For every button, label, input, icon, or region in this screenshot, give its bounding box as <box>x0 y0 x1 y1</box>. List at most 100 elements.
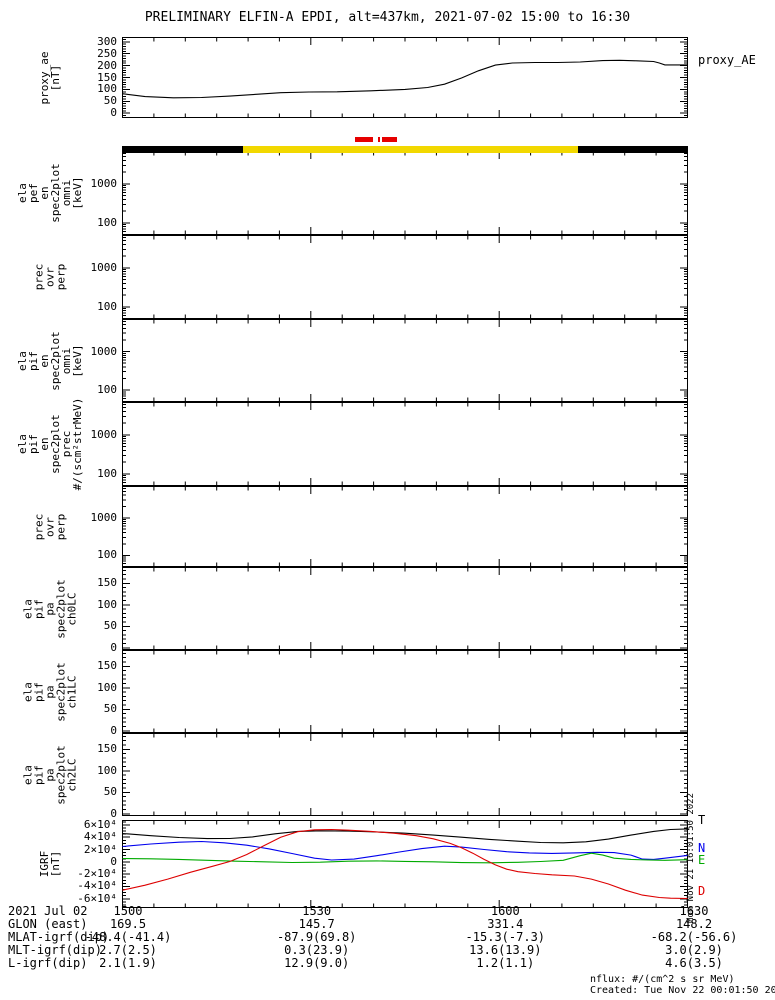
footer-value: 148.2 <box>675 917 713 931</box>
footer-value: 145.7 <box>298 917 335 931</box>
footer-row-label: MLT-igrf(dip) <box>8 943 102 957</box>
footer-value: 0.3(23.9) <box>284 943 350 957</box>
panel-ela_pif_pa_spec2plot_ch2LC <box>122 733 688 816</box>
nflux-units-note: nflux: #/(cm^2 s sr MeV) <box>590 974 735 985</box>
status-bar-segment <box>122 146 244 153</box>
y-tick-label: 0 <box>110 723 117 737</box>
panel-ela_pif_pa_spec2plot_ch0LC <box>122 567 688 650</box>
y-tick-label: 150 <box>97 576 117 590</box>
footer-row-label: GLON (east) <box>8 917 88 931</box>
series-N <box>122 840 688 861</box>
y-tick-label: -6×10⁴ <box>77 891 117 905</box>
footer-value: 13.6(13.9) <box>469 943 542 957</box>
y-tick-label: -2×10⁴ <box>77 867 117 881</box>
y-tick-label: 50 <box>103 94 117 108</box>
right-label-N: N <box>698 841 706 856</box>
y-tick-label: 6×10⁴ <box>83 817 117 831</box>
x-tick-label: 1500 <box>113 904 143 918</box>
y-tick-label: 0 <box>110 640 117 654</box>
right-label-proxy_AE: proxy_AE <box>698 52 756 67</box>
y-tick-label: 100 <box>97 597 117 611</box>
ylabel-ela_pef_en_spec2plot_omni: ela pef en spec2plot omni [keV] <box>16 163 84 223</box>
y-tick-label: 150 <box>97 659 117 673</box>
panel-ela_pif_pa_spec2plot_ch1LC <box>122 650 688 733</box>
ylabel-prec_ovr_perp_1: prec ovr perp <box>32 263 68 291</box>
series-T <box>122 828 688 844</box>
y-tick-label: -4×10⁴ <box>77 879 117 893</box>
panel-proxy_ae <box>122 37 688 118</box>
status-bar-mark <box>377 137 381 142</box>
ylabel-proxy_ae: proxy_ae [nT] <box>38 51 62 104</box>
footer-value: 3.0(2.9) <box>665 943 723 957</box>
created-timestamp: Created: Tue Nov 22 00:01:50 2022 <box>590 985 775 996</box>
y-tick-label: 100 <box>97 763 117 777</box>
panel-prec_ovr_perp_2 <box>122 486 688 567</box>
y-tick-label: 100 <box>97 383 117 397</box>
y-tick-label: 4×10⁴ <box>83 830 117 844</box>
series-D <box>122 828 688 900</box>
footer-value: 2.1(1.9) <box>99 956 157 970</box>
footer-value: 1.2(1.1) <box>476 956 535 970</box>
ylabel-ela_pif_pa_spec2plot_ch0LC: ela pif pa spec2plot ch0LC <box>21 578 79 639</box>
y-tick-label: 50 <box>103 702 117 716</box>
panel-prec_ovr_perp_1 <box>122 235 688 319</box>
series-E <box>122 852 688 864</box>
footer-value: 4.6(3.5) <box>665 956 723 970</box>
ylabel-ela_pif_en_spec2plot_omni: ela pif en spec2plot omni [keV] <box>16 330 84 391</box>
right-label-D: D <box>698 884 706 899</box>
ylabel-ela_pif_en_spec2plot_prec: ela pif en spec2plot prec #/(scm²strMeV) <box>16 397 84 491</box>
footer-value: -48.4(-41.4) <box>84 930 172 944</box>
y-tick-label: 2×10⁴ <box>83 842 117 856</box>
status-bar-mark <box>355 137 374 142</box>
y-tick-label: 100 <box>97 82 117 96</box>
status-bar-segment <box>578 146 688 153</box>
y-tick-label: 100 <box>97 466 117 480</box>
y-tick-label: 150 <box>97 70 117 84</box>
ylabel-prec_ovr_perp_2: prec ovr perp <box>32 513 68 540</box>
ylabel-ela_pif_pa_spec2plot_ch2LC: ela pif pa spec2plot ch2LC <box>21 744 79 805</box>
x-tick-label: 1600 <box>490 904 520 918</box>
y-tick-label: 0 <box>110 854 117 868</box>
plot-title: PRELIMINARY ELFIN-A EPDI, alt=437km, 202… <box>144 10 631 25</box>
series-proxy_AE <box>122 59 688 99</box>
footer-value: -87.9(69.8) <box>276 930 357 944</box>
y-tick-label: 250 <box>97 46 117 60</box>
footer-value: 12.9(9.0) <box>284 956 350 970</box>
panel-ela_pif_en_spec2plot_omni <box>122 319 688 402</box>
x-tick-label: 1630 <box>679 904 709 918</box>
y-tick-label: 100 <box>97 548 117 562</box>
y-tick-label: 300 <box>97 34 117 48</box>
y-tick-label: 50 <box>103 785 117 799</box>
y-tick-label: 150 <box>97 742 117 756</box>
panel-ela_pef_en_spec2plot_omni <box>122 151 688 235</box>
footer-value: -15.3(-7.3) <box>465 930 546 944</box>
ylabel-igrf: IGRF [nT] <box>38 850 62 878</box>
y-tick-label: 100 <box>97 299 117 313</box>
y-tick-label: 1000 <box>90 427 118 441</box>
right-label-E: E <box>698 852 706 867</box>
y-tick-label: 0 <box>110 106 117 120</box>
y-tick-label: 1000 <box>90 344 118 358</box>
footer-row-label: L-igrf(dip) <box>8 956 88 970</box>
footer-value: 2.7(2.5) <box>99 943 157 957</box>
footer-value: -68.2(-56.6) <box>650 930 738 944</box>
y-tick-label: 100 <box>97 680 117 694</box>
y-tick-label: 1000 <box>90 176 118 190</box>
status-bar-segment <box>243 146 579 153</box>
footer-date-label: 2021 Jul 02 <box>8 904 88 918</box>
y-tick-label: 50 <box>103 619 117 633</box>
ylabel-ela_pif_pa_spec2plot_ch1LC: ela pif pa spec2plot ch1LC <box>21 661 79 722</box>
y-tick-label: 200 <box>97 58 117 72</box>
y-tick-label: 1000 <box>90 260 118 274</box>
y-tick-label: 1000 <box>90 510 118 524</box>
x-tick-label: 1530 <box>302 904 332 918</box>
panel-ela_pif_en_spec2plot_prec <box>122 402 688 486</box>
y-tick-label: 100 <box>97 215 117 229</box>
footer-value: 331.4 <box>487 917 524 931</box>
footer-value: 169.5 <box>109 917 147 931</box>
y-tick-label: 0 <box>110 806 117 820</box>
panel-igrf <box>122 820 688 908</box>
right-label-T: T <box>698 813 706 827</box>
footer-row-label: MLAT-igrf(dip) <box>8 930 110 944</box>
